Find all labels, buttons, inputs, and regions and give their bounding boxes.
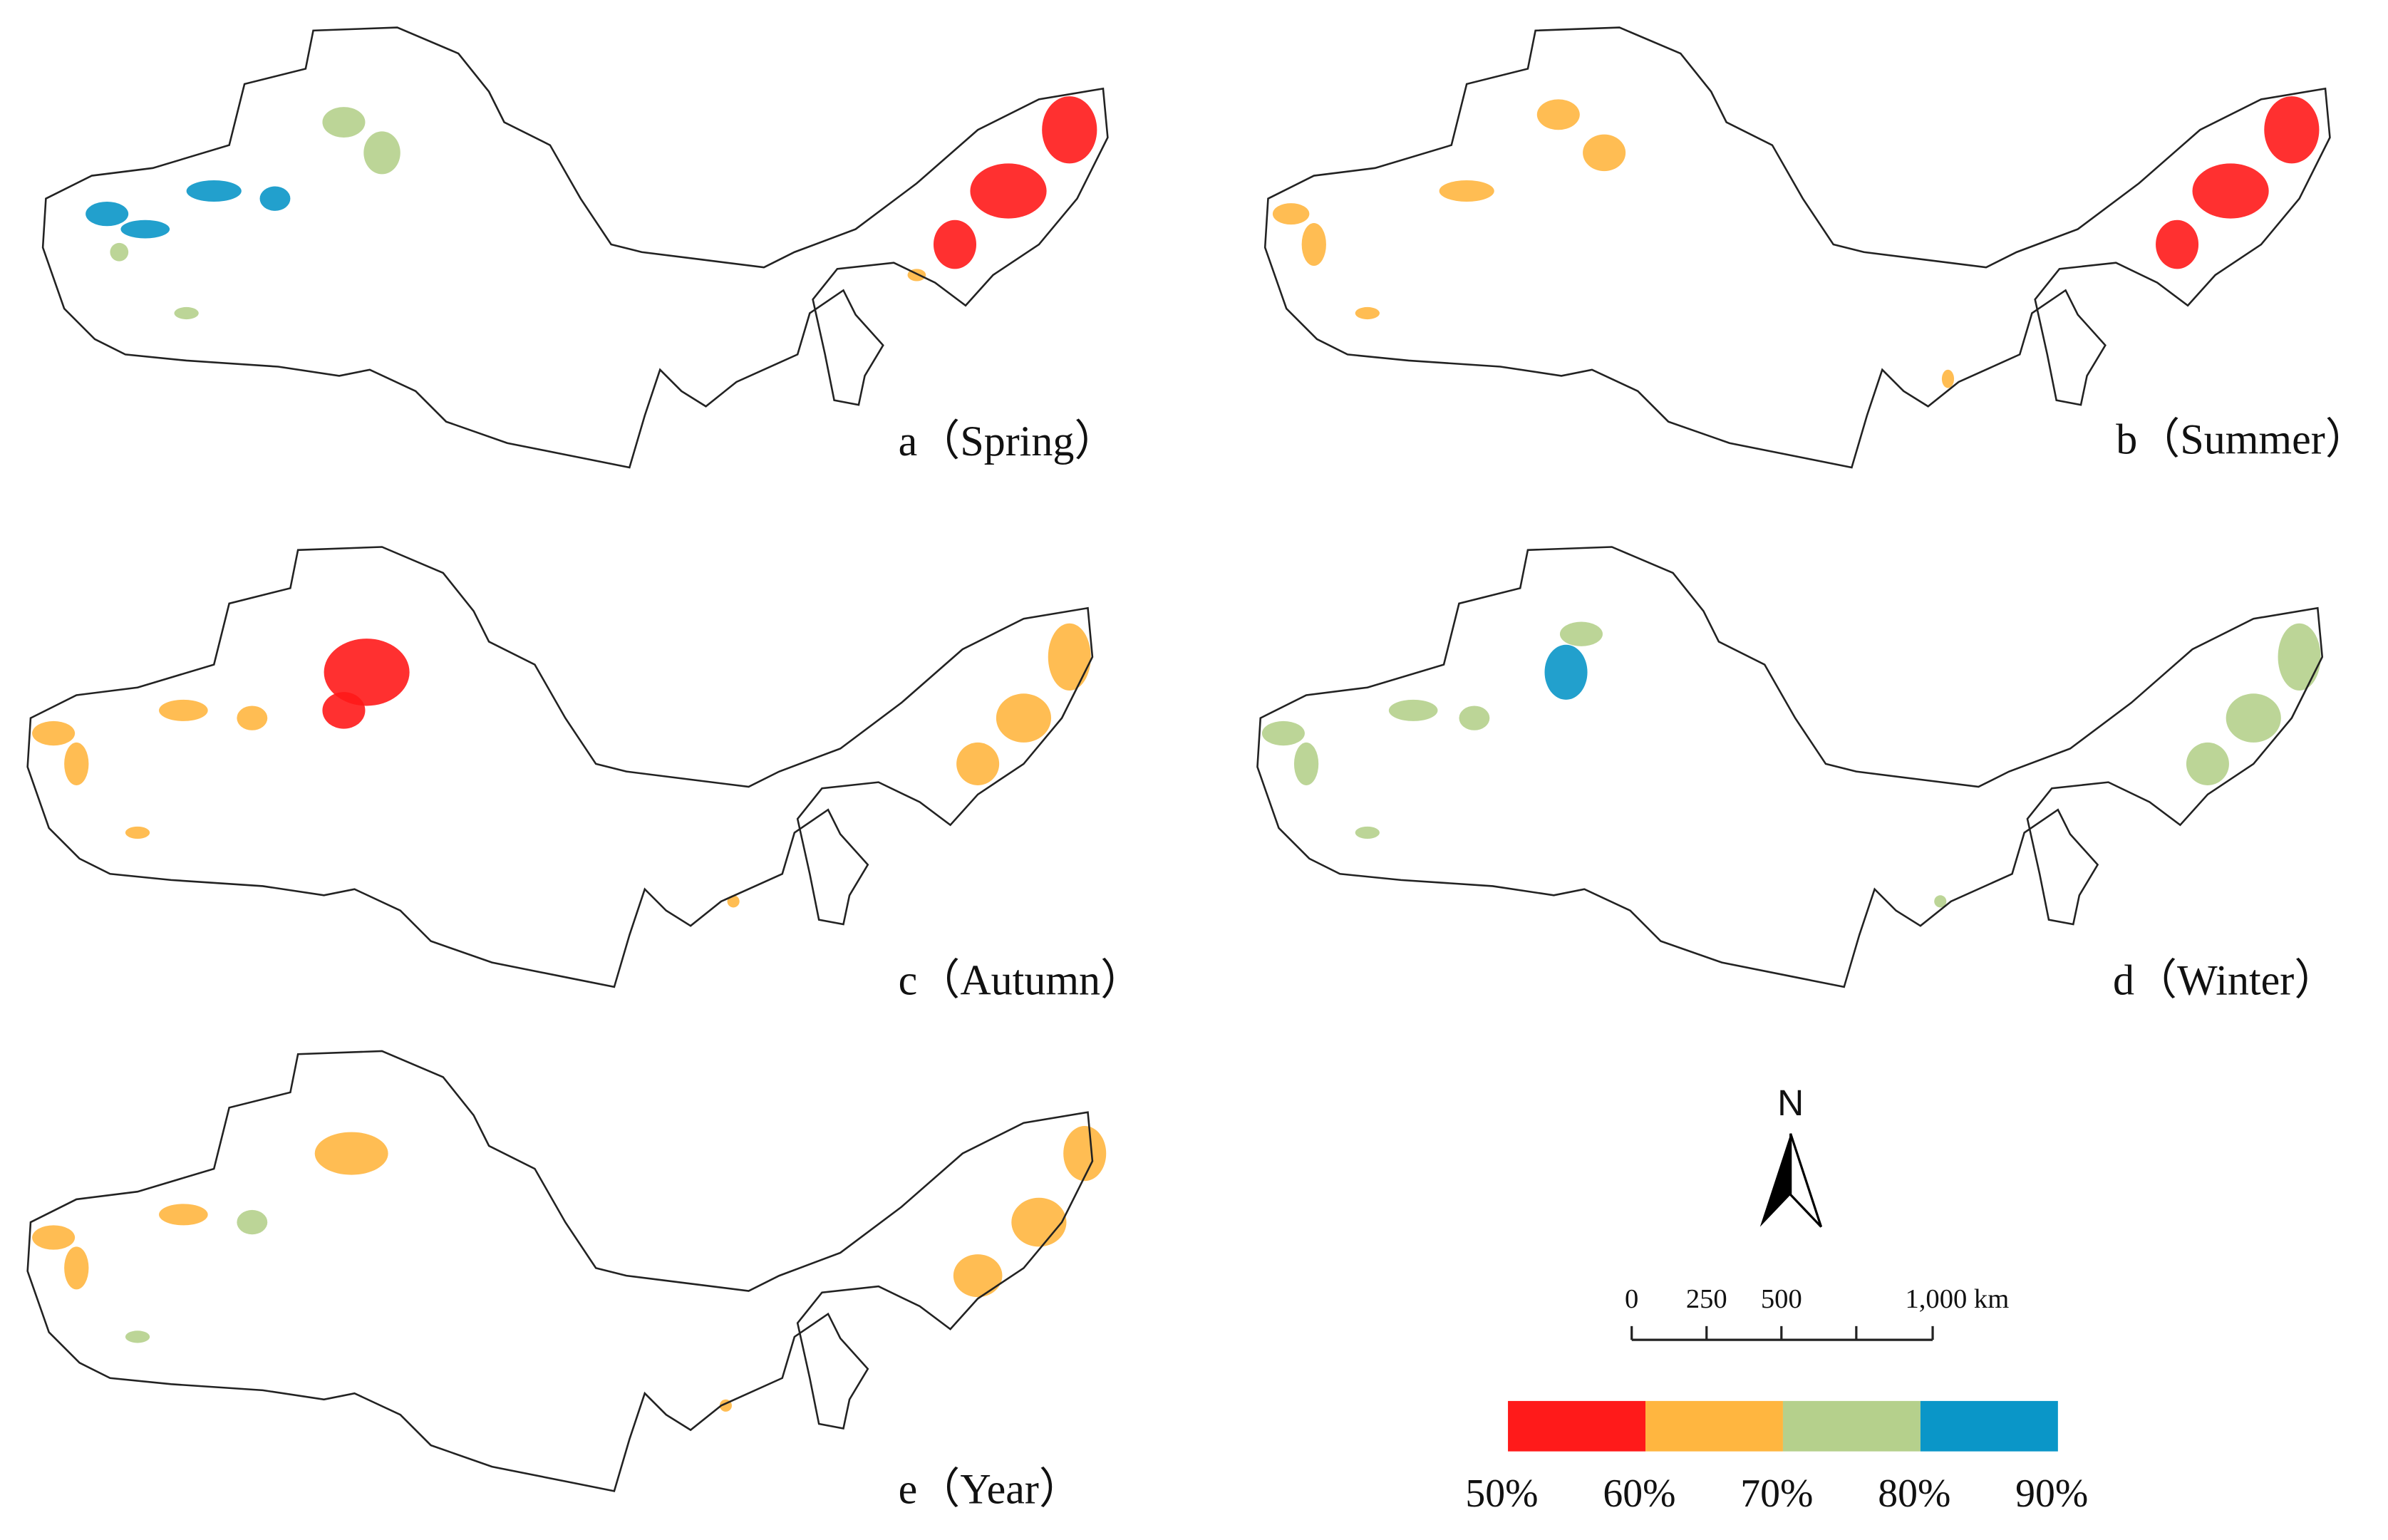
raster-patch <box>1355 826 1380 839</box>
raster-patch <box>159 699 208 721</box>
raster-patch <box>2226 693 2281 743</box>
legend-label: 60% <box>1603 1472 1675 1516</box>
raster-patch <box>1388 699 1438 721</box>
raster-patch <box>259 186 291 211</box>
raster-patch <box>933 219 977 269</box>
scale-label: 250 <box>1686 1284 1727 1314</box>
north-arrow-left <box>1759 1133 1791 1227</box>
raster-patch <box>2192 163 2269 219</box>
legend-label: 90% <box>2015 1472 2088 1516</box>
raster-patch <box>159 1204 208 1226</box>
raster-patch <box>970 163 1047 219</box>
legend-swatch <box>1645 1400 1783 1452</box>
raster-patch <box>174 306 199 320</box>
raster-patch <box>2156 219 2199 269</box>
raster-patch <box>1011 1197 1067 1247</box>
raster-patch <box>1544 644 1588 700</box>
raster-patch <box>1301 223 1326 267</box>
raster-patch <box>2264 96 2320 164</box>
raster-patch <box>125 1330 150 1343</box>
raster-patch <box>953 1254 1003 1298</box>
map-panel <box>41 26 1109 469</box>
north-arrow-right <box>1789 1133 1823 1228</box>
raster-patch <box>1583 134 1626 172</box>
legend-swatch <box>1920 1400 2058 1452</box>
panel-label: c（Autumn） <box>899 957 1143 1004</box>
raster-patch <box>1559 621 1603 646</box>
raster-patch <box>1941 369 1955 388</box>
raster-patch <box>1439 180 1494 202</box>
region-outline <box>1256 546 2324 988</box>
raster-patch <box>86 201 129 227</box>
raster-patch <box>120 219 170 239</box>
raster-patch <box>237 706 268 730</box>
raster-patch <box>1272 203 1310 225</box>
map-panel <box>1256 546 2324 988</box>
raster-patch <box>1934 895 1947 908</box>
legend-label: 50% <box>1465 1472 1538 1516</box>
raster-patch <box>956 742 1000 785</box>
raster-patch <box>64 742 89 785</box>
panel-label: d（Winter） <box>2113 957 2337 1004</box>
map-panel <box>26 546 1094 988</box>
region-outline <box>1263 26 2331 469</box>
raster-patch <box>2278 623 2321 691</box>
raster-patch <box>32 720 76 746</box>
map-panel <box>1263 26 2331 469</box>
raster-patch <box>125 826 150 839</box>
raster-patch <box>727 895 740 908</box>
raster-patch <box>1063 1126 1107 1182</box>
raster-patch <box>110 242 129 262</box>
region-outline <box>26 1050 1094 1492</box>
legend-swatch <box>1508 1400 1646 1452</box>
raster-patch <box>1536 99 1580 130</box>
raster-patch <box>1048 623 1091 691</box>
raster-patch <box>1042 96 1097 164</box>
panel-label: b（Summer） <box>2116 416 2367 463</box>
legend-label: 80% <box>1878 1472 1950 1516</box>
scale-label: 0 <box>1625 1284 1638 1314</box>
scale-label: 500 <box>1761 1284 1802 1314</box>
raster-patch <box>64 1246 89 1290</box>
raster-patch <box>32 1225 76 1250</box>
panel-label: e（Year） <box>899 1466 1082 1513</box>
panel-label: a（Spring） <box>899 418 1117 465</box>
raster-patch <box>322 107 366 138</box>
raster-patch <box>1459 706 1490 730</box>
raster-patch <box>1355 306 1380 320</box>
raster-patch <box>363 131 400 175</box>
raster-patch <box>322 692 366 729</box>
raster-patch <box>186 180 242 202</box>
raster-patch <box>1293 742 1319 785</box>
raster-patch <box>237 1209 268 1235</box>
scale-label: 1,000 km <box>1905 1284 2009 1314</box>
raster-patch <box>324 639 410 706</box>
map-panel <box>26 1050 1107 1492</box>
raster-patch <box>1261 720 1305 746</box>
legend-label: 70% <box>1740 1472 1813 1516</box>
region-outline <box>26 546 1094 988</box>
raster-patch <box>2186 742 2229 785</box>
legend-swatch <box>1782 1400 1921 1452</box>
region-outline <box>41 26 1109 469</box>
raster-patch <box>996 693 1052 743</box>
north-label: N <box>1777 1082 1804 1123</box>
raster-patch <box>314 1132 388 1175</box>
